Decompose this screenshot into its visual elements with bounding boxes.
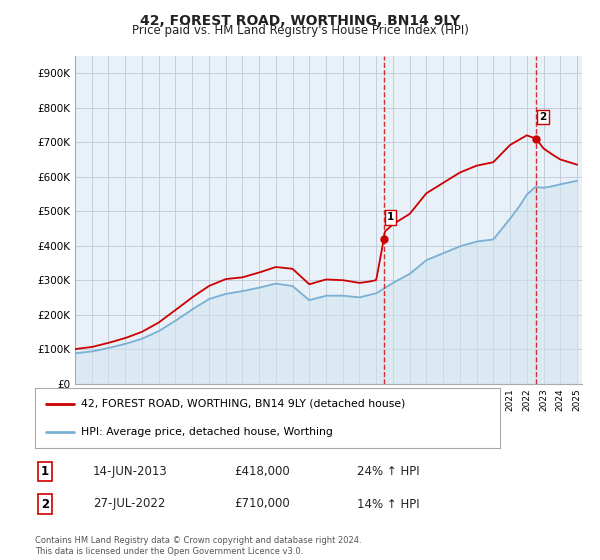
Text: 2: 2 [539, 112, 547, 122]
Text: 2: 2 [41, 497, 49, 511]
Text: £418,000: £418,000 [234, 465, 290, 478]
Text: 24% ↑ HPI: 24% ↑ HPI [357, 465, 419, 478]
Text: HPI: Average price, detached house, Worthing: HPI: Average price, detached house, Wort… [82, 427, 333, 437]
Text: 42, FOREST ROAD, WORTHING, BN14 9LY: 42, FOREST ROAD, WORTHING, BN14 9LY [140, 14, 460, 28]
Text: 14% ↑ HPI: 14% ↑ HPI [357, 497, 419, 511]
Text: Price paid vs. HM Land Registry's House Price Index (HPI): Price paid vs. HM Land Registry's House … [131, 24, 469, 37]
Text: Contains HM Land Registry data © Crown copyright and database right 2024.
This d: Contains HM Land Registry data © Crown c… [35, 536, 361, 556]
Text: 42, FOREST ROAD, WORTHING, BN14 9LY (detached house): 42, FOREST ROAD, WORTHING, BN14 9LY (det… [82, 399, 406, 409]
Text: 1: 1 [387, 212, 394, 222]
Text: 1: 1 [41, 465, 49, 478]
Text: 14-JUN-2013: 14-JUN-2013 [93, 465, 168, 478]
Text: 27-JUL-2022: 27-JUL-2022 [93, 497, 166, 511]
Text: £710,000: £710,000 [234, 497, 290, 511]
